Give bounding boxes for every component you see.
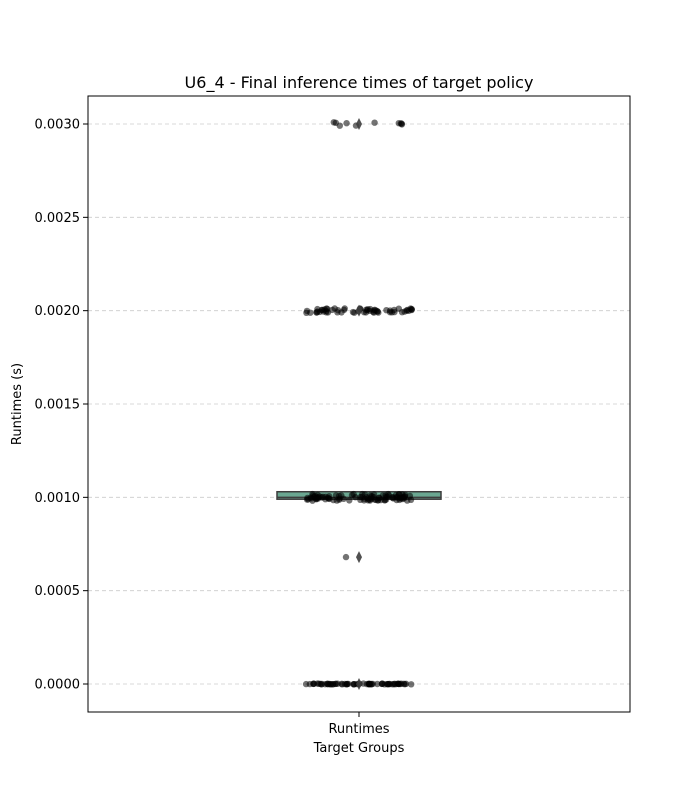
grid-lines bbox=[88, 123, 630, 685]
data-point bbox=[344, 680, 351, 688]
data-point bbox=[389, 681, 396, 688]
data-point bbox=[398, 120, 405, 127]
data-point bbox=[401, 493, 408, 500]
x-tick-label: Runtimes bbox=[328, 722, 389, 737]
data-point bbox=[379, 680, 386, 687]
y-axis-title: Runtimes (s) bbox=[10, 363, 25, 445]
data-point bbox=[317, 680, 324, 688]
data-point bbox=[350, 681, 357, 688]
data-point bbox=[362, 306, 370, 313]
y-tick-label: 0.0005 bbox=[35, 584, 81, 599]
data-point bbox=[330, 681, 337, 688]
data-point bbox=[325, 493, 333, 500]
data-point bbox=[402, 680, 410, 687]
data-point bbox=[343, 120, 350, 127]
data-point bbox=[333, 497, 341, 504]
data-point bbox=[313, 309, 321, 316]
y-tick-label: 0.0030 bbox=[35, 118, 81, 133]
outlier-marker bbox=[356, 118, 362, 130]
data-point bbox=[352, 494, 359, 501]
data-point bbox=[320, 308, 327, 315]
data-point bbox=[374, 308, 381, 315]
data-point bbox=[341, 305, 348, 312]
data-point bbox=[359, 493, 366, 500]
data-point bbox=[389, 493, 397, 501]
outlier-marker bbox=[356, 304, 362, 317]
data-point bbox=[406, 492, 414, 500]
y-tick-label: 0.0010 bbox=[35, 491, 81, 506]
data-point bbox=[396, 496, 403, 504]
data-point bbox=[365, 680, 372, 687]
data-point bbox=[395, 491, 403, 498]
y-tick-label: 0.0000 bbox=[35, 678, 81, 693]
x-axis-title: Target Groups bbox=[313, 741, 405, 756]
data-point bbox=[386, 309, 394, 316]
data-point bbox=[318, 494, 326, 501]
y-tick-label: 0.0015 bbox=[35, 398, 81, 413]
outlier-marker bbox=[356, 678, 362, 690]
plot-area bbox=[276, 118, 442, 690]
data-point bbox=[408, 681, 415, 688]
data-point bbox=[330, 119, 337, 126]
y-tick-label: 0.0025 bbox=[35, 211, 81, 226]
data-point bbox=[368, 495, 375, 503]
data-point bbox=[342, 553, 350, 561]
data-point bbox=[338, 492, 345, 499]
x-axis: Runtimes bbox=[328, 712, 390, 737]
plot-frame bbox=[87, 95, 631, 713]
data-point bbox=[302, 680, 310, 688]
data-point bbox=[313, 494, 320, 502]
data-point bbox=[375, 494, 383, 501]
data-point bbox=[321, 681, 329, 688]
chart-title: U6_4 - Final inference times of target p… bbox=[185, 73, 534, 93]
y-tick-label: 0.0020 bbox=[35, 304, 81, 319]
y-axis: 0.0000 0.0005 0.0010 0.0015 0.0020 0.0025 0.00… bbox=[35, 118, 88, 693]
data-point bbox=[401, 308, 408, 315]
data-point bbox=[371, 119, 378, 126]
data-point bbox=[338, 681, 346, 688]
data-point bbox=[304, 496, 312, 503]
data-point bbox=[346, 497, 353, 504]
data-point bbox=[303, 307, 311, 315]
data-point bbox=[351, 309, 358, 316]
data-point bbox=[398, 680, 405, 687]
outlier-marker bbox=[356, 551, 362, 564]
